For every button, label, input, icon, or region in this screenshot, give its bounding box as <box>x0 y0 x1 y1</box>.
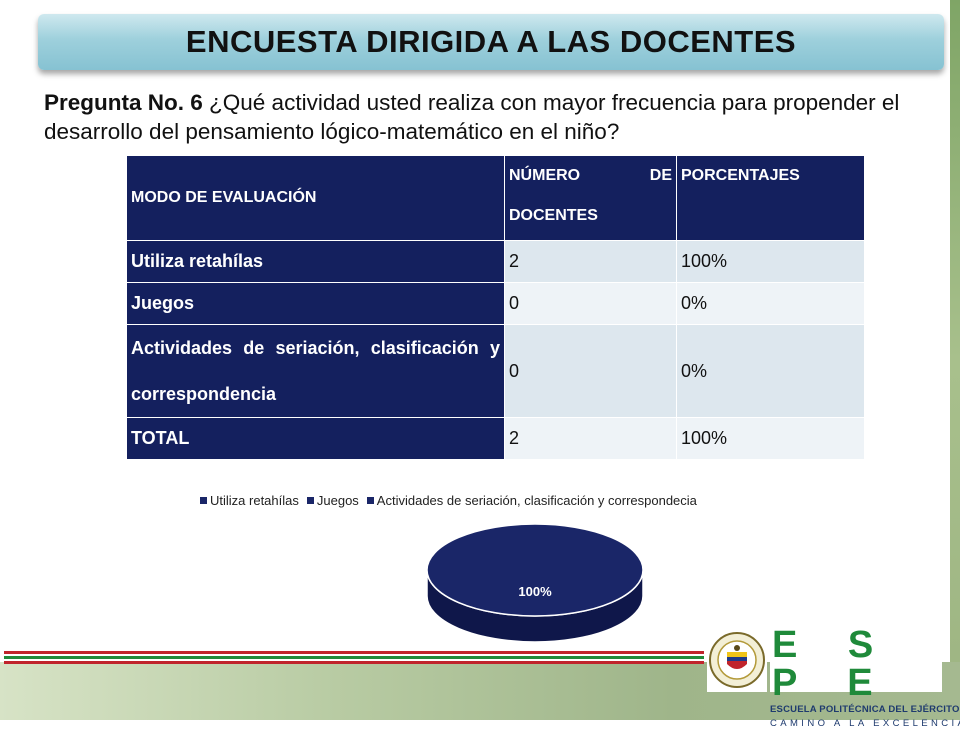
legend-item: Juegos <box>306 492 359 508</box>
table-row: TOTAL 2 100% <box>126 417 865 460</box>
pie-slice <box>426 523 644 617</box>
decorative-stripes <box>4 651 704 665</box>
question-text: Pregunta No. 6 ¿Qué actividad usted real… <box>44 88 944 146</box>
question-body: ¿Qué actividad usted realiza con mayor f… <box>44 90 900 144</box>
legend-label: Utiliza retahílas <box>210 492 299 508</box>
row-label: Utiliza retahílas <box>126 240 505 283</box>
row-count: 2 <box>504 417 677 460</box>
legend-label: Juegos <box>316 492 359 508</box>
legend-item: Utiliza retahílas <box>200 493 299 508</box>
survey-table: MODO DE EVALUACIÓN NÚMERO DE DOCENTES PO… <box>126 155 865 460</box>
row-percent: 0% <box>676 282 865 325</box>
legend-swatch <box>306 496 314 504</box>
header-count: NÚMERO DE DOCENTES <box>504 155 677 241</box>
table-row: Actividades de seriación, clasificación … <box>126 324 865 418</box>
pie-data-label: 100% <box>518 584 552 599</box>
table-header-row: MODO DE EVALUACIÓN NÚMERO DE DOCENTES PO… <box>126 155 865 241</box>
row-percent: 0% <box>676 324 865 418</box>
row-percent: 100% <box>676 240 865 283</box>
row-label: Actividades de seriación, clasificación … <box>126 324 505 418</box>
legend-swatch <box>200 496 207 504</box>
legend-item: Actividades de seriación, clasificación … <box>366 492 697 508</box>
slide-title: ENCUESTA DIRIGIDA A LAS DOCENTES <box>185 24 797 59</box>
row-count: 0 <box>504 324 677 418</box>
legend-swatch <box>366 496 374 504</box>
row-label: Juegos <box>126 282 505 325</box>
title-banner: ENCUESTA DIRIGIDA A LAS DOCENTES <box>38 14 944 70</box>
espe-logo: E S P E ESCUELA POLITÉCNICA DEL EJÉRCITO… <box>770 626 960 729</box>
table-row: Juegos 0 0% <box>126 282 865 325</box>
question-label: Pregunta No. 6 <box>44 90 203 115</box>
legend-label: Actividades de seriación, clasificación … <box>376 492 697 508</box>
header-percent: PORCENTAJES <box>676 155 865 241</box>
logo-letters: E S P E <box>772 624 894 704</box>
pie-chart: 100% <box>426 523 644 643</box>
table-row: Utiliza retahílas 2 100% <box>126 240 865 283</box>
chart-legend: Utiliza retahílas Juegos Actividades de se… <box>200 490 820 510</box>
row-label: TOTAL <box>126 417 505 460</box>
header-mode: MODO DE EVALUACIÓN <box>126 155 505 241</box>
row-count: 0 <box>504 282 677 325</box>
row-count: 2 <box>504 240 677 283</box>
espe-emblem <box>707 628 767 692</box>
right-accent-bar <box>950 0 960 720</box>
row-percent: 100% <box>676 417 865 460</box>
emblem-icon <box>709 632 765 688</box>
logo-line1: ESCUELA POLITÉCNICA DEL EJÉRCITO <box>770 704 960 715</box>
